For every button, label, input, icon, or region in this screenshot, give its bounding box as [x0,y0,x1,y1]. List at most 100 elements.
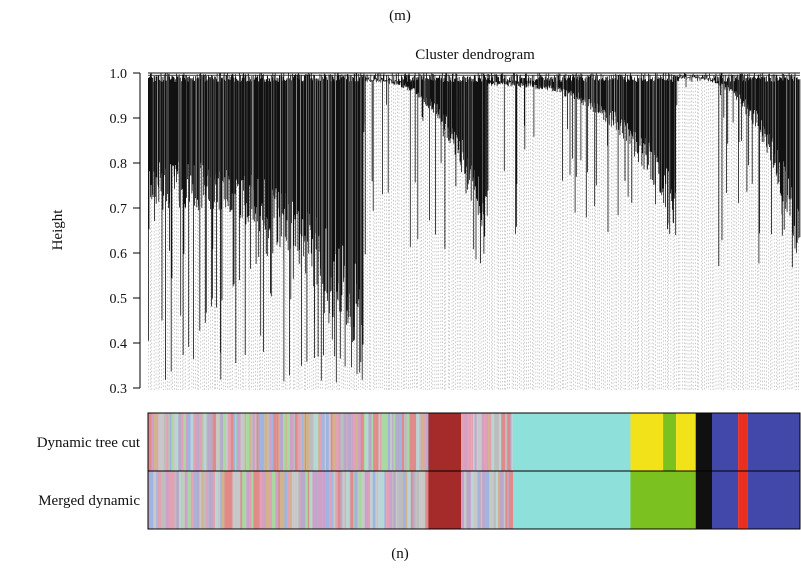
color-bar-stripe [192,471,195,529]
color-bar-stripe [348,471,351,529]
color-bar-stripe [414,471,417,529]
panel-label-top: (m) [389,8,411,24]
color-bar-stripe [384,471,387,529]
y-tick-label: 0.6 [110,247,128,262]
color-bar-stripe [419,413,421,471]
color-bar-stripe [237,471,241,529]
color-bar-stripe [464,413,467,471]
color-bar-stripe [366,471,369,529]
color-bar-stripe [163,413,167,471]
color-bar-stripe [182,471,185,529]
color-bar-stripe [168,413,170,471]
dendrogram-branch-lines [487,73,677,235]
color-bar-stripe [231,471,233,529]
color-bar-stripe [162,471,167,529]
color-bar-segment [630,471,696,529]
color-bar-stripe [365,413,369,471]
color-bar-stripe [419,471,422,529]
color-bar-stripe [330,413,333,471]
color-bar-stripe [479,471,481,529]
color-bar-stripe [344,471,347,529]
color-bar-stripe [203,413,207,471]
color-bar-stripe [165,471,169,529]
color-bar-stripe [412,413,417,471]
color-bar-stripe [295,413,298,471]
color-bar-stripe [320,471,323,529]
color-bar-stripe [306,413,310,471]
color-bar-stripe [340,413,344,471]
color-bar-stripe [280,413,284,471]
color-bar-stripe [284,471,288,529]
color-bar-stripe [232,471,235,529]
color-bar-stripe [307,471,310,529]
color-bar-stripe [473,413,475,471]
color-bar-stripe [337,471,341,529]
color-bar-segment [513,413,631,471]
color-bar-stripe [160,413,164,471]
dendrogram-branch-lines [363,73,488,264]
color-bar-stripe [299,471,301,529]
color-bar-stripe [283,413,286,471]
color-bar-stripe [301,413,304,471]
color-bar-stripe [398,413,403,471]
color-bar-stripe [342,471,345,529]
color-bar-stripe [400,471,404,529]
color-bar-stripe [171,413,173,471]
color-bar-stripe [383,471,385,529]
color-bar-stripe [364,471,367,529]
y-tick-label: 0.7 [110,202,128,217]
color-bar-stripe [174,471,177,529]
color-bar-stripe [236,413,239,471]
color-bar-stripe [392,413,394,471]
chart-title: Cluster dendrogram [415,47,535,63]
color-bar-stripe [387,413,391,471]
color-bar-segment [747,413,800,471]
color-bar-stripe [179,471,182,529]
color-bar-stripe [360,471,363,529]
color-bar-stripe [201,471,204,529]
color-bar-stripe [311,413,314,471]
color-bar-stripe [247,413,250,471]
color-bar-stripe [480,471,483,529]
color-bar-stripe [461,471,464,529]
color-bar-stripe [349,413,352,471]
color-bar-stripe [384,413,388,471]
color-bar-stripe [190,413,194,471]
color-bar-stripe [381,413,385,471]
color-bar-stripe [318,413,320,471]
color-bar-stripe [343,413,347,471]
color-bar-stripe [227,413,231,471]
y-tick-label: 0.5 [110,292,128,307]
color-bar-stripe [169,413,172,471]
color-bar-stripe [202,413,205,471]
color-bar-stripe [161,471,163,529]
color-bar-stripe [507,471,509,529]
color-bar-stripe [269,413,272,471]
color-bar-stripe [351,413,354,471]
color-bar-stripe [218,413,221,471]
color-bar-stripe [199,413,203,471]
color-bar-stripe [289,471,293,529]
dendrogram-branch [363,73,488,390]
color-bar-stripe [172,413,176,471]
color-bar-stripe [345,471,350,529]
color-bar-stripe [485,471,487,529]
color-bar-stripe [335,413,340,471]
color-bar-stripe [278,413,281,471]
color-bar-stripe [470,471,475,529]
color-bar-segment [712,413,739,471]
color-bar-stripe [487,413,490,471]
color-bar-stripe [474,471,476,529]
color-bar-stripe [410,471,413,529]
color-bar-stripe [222,413,226,471]
color-bar-segment [663,413,677,471]
color-bar-stripe [317,471,321,529]
color-bar-stripe [261,413,265,471]
color-bar-stripe [493,471,497,529]
color-bar-stripe [243,471,247,529]
color-bar-stripe [215,471,218,529]
color-bar-stripe [271,413,274,471]
color-bar-stripe [300,471,303,529]
y-tick-label: 0.4 [110,337,128,352]
